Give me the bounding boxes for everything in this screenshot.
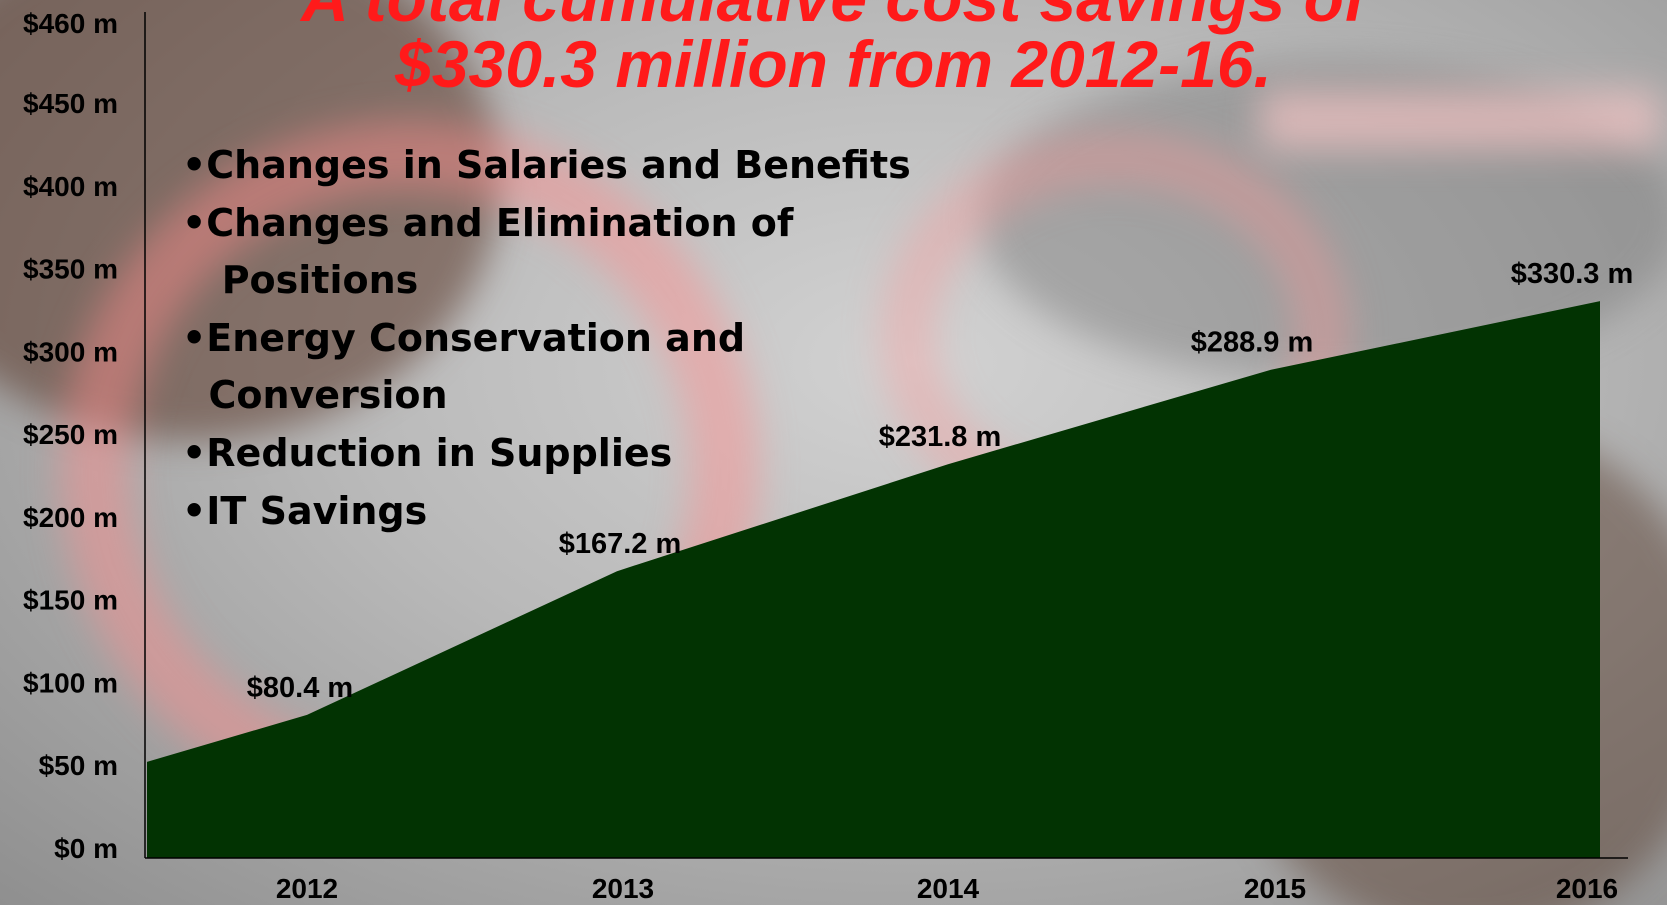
bullet-item: •IT Savings	[182, 488, 428, 533]
bullet-item: •Changes in Salaries and Benefits	[182, 143, 911, 187]
y-tick-label: $50 m	[39, 750, 118, 781]
background-blob	[1260, 90, 1660, 150]
bullet-item: •Changes and Elimination of	[182, 200, 794, 245]
x-tick-label: 2012	[276, 873, 338, 904]
bullet-item: Conversion	[182, 373, 448, 418]
y-tick-label: $300 m	[23, 336, 118, 367]
y-tick-label: $350 m	[23, 254, 118, 285]
y-tick-label: $450 m	[23, 88, 118, 119]
y-tick-label: $100 m	[23, 667, 118, 698]
y-tick-label: $460 m	[23, 8, 118, 39]
data-label: $330.3 m	[1511, 258, 1634, 290]
bullet-item: •Energy Conservation and	[182, 315, 746, 360]
y-tick-label: $200 m	[23, 502, 118, 533]
savings-bullet-list: •Changes in Salaries and Benefits •Chang…	[182, 137, 911, 540]
data-labels: $80.4 m $167.2 m $231.8 m $288.9 m $330.3 m	[247, 258, 1633, 704]
x-tick-label: 2013	[592, 873, 654, 904]
x-tick-label: 2015	[1244, 873, 1306, 904]
data-label: $288.9 m	[1191, 327, 1314, 359]
x-tick-label: 2014	[917, 873, 980, 904]
data-label: $80.4 m	[247, 672, 353, 704]
y-tick-label: $250 m	[23, 419, 118, 450]
y-tick-label: $400 m	[23, 171, 118, 202]
y-axis-ticks: $0 m $50 m $100 m $150 m $200 m $250 m $300 m $…	[23, 8, 118, 864]
data-label: $231.8 m	[879, 421, 1002, 453]
x-tick-label: 2016	[1556, 873, 1618, 904]
y-tick-label: $0 m	[54, 833, 118, 864]
data-label: $167.2 m	[559, 528, 682, 560]
chart-title-line-1: A total cumulative cost savings of	[0, 0, 1667, 34]
bullet-item: Positions	[182, 258, 419, 303]
bullet-item: •Reduction in Supplies	[182, 430, 673, 475]
area-series	[147, 301, 1600, 858]
chart-title-line-2: $330.3 million from 2012-16.	[395, 27, 1272, 101]
y-tick-label: $150 m	[23, 585, 118, 616]
x-axis-ticks: 2012 2013 2014 2015 2016	[276, 873, 1618, 904]
